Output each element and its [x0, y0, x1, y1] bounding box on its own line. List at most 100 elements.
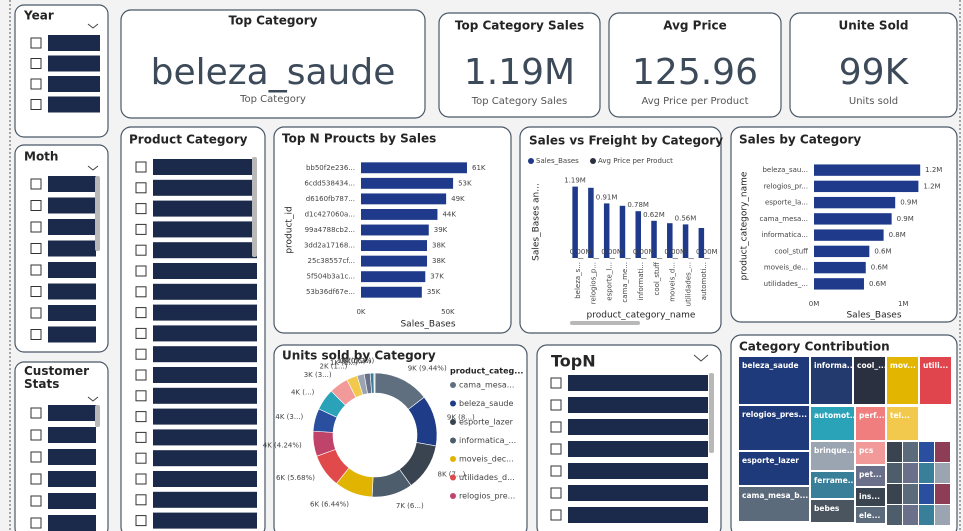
tile — [856, 442, 885, 464]
card-value: beleza_saude — [151, 52, 396, 93]
checkbox[interactable] — [30, 329, 42, 340]
checkbox[interactable] — [135, 286, 147, 298]
checkbox[interactable] — [30, 221, 42, 233]
slicer-item[interactable] — [48, 449, 96, 465]
slicer-item[interactable] — [153, 367, 257, 383]
checkbox[interactable] — [135, 473, 147, 485]
slicer-item[interactable] — [48, 96, 100, 113]
checkbox[interactable] — [135, 182, 147, 194]
slicer-item[interactable] — [48, 176, 96, 192]
slicer-item[interactable] — [48, 493, 96, 509]
checkbox[interactable] — [30, 429, 42, 441]
slicer-item[interactable] — [48, 219, 96, 235]
slicer-item[interactable] — [48, 305, 96, 321]
slicer-item[interactable] — [48, 427, 96, 443]
slicer-item[interactable] — [568, 375, 708, 391]
checkbox[interactable] — [550, 443, 562, 455]
checkbox[interactable] — [30, 99, 42, 110]
scrollbar[interactable] — [95, 405, 100, 427]
slicer-item[interactable] — [153, 387, 257, 404]
checkbox[interactable] — [135, 265, 147, 277]
checkbox[interactable] — [135, 494, 147, 506]
value-label: 7K (6...) — [396, 502, 424, 510]
checkbox[interactable] — [550, 421, 562, 433]
checkbox[interactable] — [550, 487, 562, 499]
slicer-item[interactable] — [568, 485, 708, 501]
slicer-item[interactable] — [48, 326, 96, 343]
checkbox[interactable] — [550, 377, 562, 389]
checkbox[interactable] — [30, 473, 42, 485]
card-label: Units sold — [849, 96, 898, 107]
slicer-item[interactable] — [153, 283, 257, 300]
checkbox[interactable] — [30, 243, 42, 254]
value-label: 6K (6.44%) — [310, 500, 349, 508]
scrollbar[interactable] — [709, 373, 714, 453]
checkbox[interactable] — [30, 307, 42, 319]
slicer-item[interactable] — [568, 463, 708, 479]
slicer-item[interactable] — [153, 179, 257, 196]
slicer-item[interactable] — [153, 159, 257, 175]
slicer-item[interactable] — [153, 471, 257, 487]
checkbox[interactable] — [135, 390, 147, 402]
slicer-item[interactable] — [153, 429, 257, 446]
checkbox[interactable] — [30, 264, 42, 276]
slicer-item[interactable] — [48, 405, 96, 421]
slicer-item[interactable] — [153, 304, 257, 321]
checkbox[interactable] — [30, 200, 42, 211]
checkbox[interactable] — [135, 369, 147, 381]
slicer-item[interactable] — [153, 450, 257, 467]
slicer-item[interactable] — [48, 471, 96, 487]
slicer-item[interactable] — [48, 283, 96, 300]
slicer-item[interactable] — [153, 491, 257, 508]
slicer-item[interactable] — [568, 507, 708, 523]
slicer-item[interactable] — [48, 197, 96, 214]
legend-label: utilidades_d... — [459, 473, 515, 482]
checkbox[interactable] — [135, 203, 147, 215]
slicer-item[interactable] — [48, 515, 96, 531]
slicer-item[interactable] — [153, 263, 257, 279]
checkbox[interactable] — [550, 509, 562, 521]
slicer-item[interactable] — [153, 346, 257, 363]
checkbox[interactable] — [30, 517, 42, 529]
slicer-item[interactable] — [48, 262, 96, 278]
dropdown-icon[interactable] — [87, 23, 709, 402]
scrollbar[interactable] — [570, 321, 640, 325]
slicer-item[interactable] — [153, 512, 257, 529]
slicer-item[interactable] — [48, 35, 100, 51]
checkbox[interactable] — [550, 399, 562, 411]
slicer-item[interactable] — [153, 408, 257, 425]
checkbox[interactable] — [30, 78, 42, 90]
checkbox[interactable] — [30, 407, 42, 419]
slicer-item[interactable] — [568, 397, 708, 413]
slicer-item[interactable] — [153, 221, 257, 238]
checkbox[interactable] — [135, 452, 147, 464]
checkbox[interactable] — [30, 178, 42, 190]
topn-slicer — [536, 344, 722, 531]
checkbox[interactable] — [135, 307, 147, 319]
slicer-item[interactable] — [48, 240, 96, 257]
checkbox[interactable] — [30, 495, 42, 507]
slicer-item[interactable] — [153, 200, 257, 217]
checkbox[interactable] — [135, 411, 147, 423]
checkbox[interactable] — [135, 161, 147, 173]
checkbox[interactable] — [550, 465, 562, 477]
checkbox[interactable] — [30, 37, 42, 49]
checkbox[interactable] — [30, 58, 42, 69]
scrollbar[interactable] — [252, 157, 257, 257]
checkbox[interactable] — [135, 327, 147, 339]
scrollbar[interactable] — [95, 176, 100, 251]
slicer-item[interactable] — [568, 419, 708, 435]
checkbox[interactable] — [135, 515, 147, 527]
checkbox[interactable] — [30, 286, 42, 297]
slicer-item[interactable] — [153, 325, 257, 342]
checkbox[interactable] — [135, 223, 147, 235]
checkbox[interactable] — [30, 451, 42, 463]
slicer-item[interactable] — [153, 242, 257, 259]
tile — [935, 442, 950, 462]
slicer-item[interactable] — [48, 76, 100, 92]
checkbox[interactable] — [135, 431, 147, 443]
slicer-item[interactable] — [568, 441, 708, 457]
slicer-item[interactable] — [48, 55, 100, 72]
checkbox[interactable] — [135, 244, 147, 256]
checkbox[interactable] — [135, 348, 147, 360]
